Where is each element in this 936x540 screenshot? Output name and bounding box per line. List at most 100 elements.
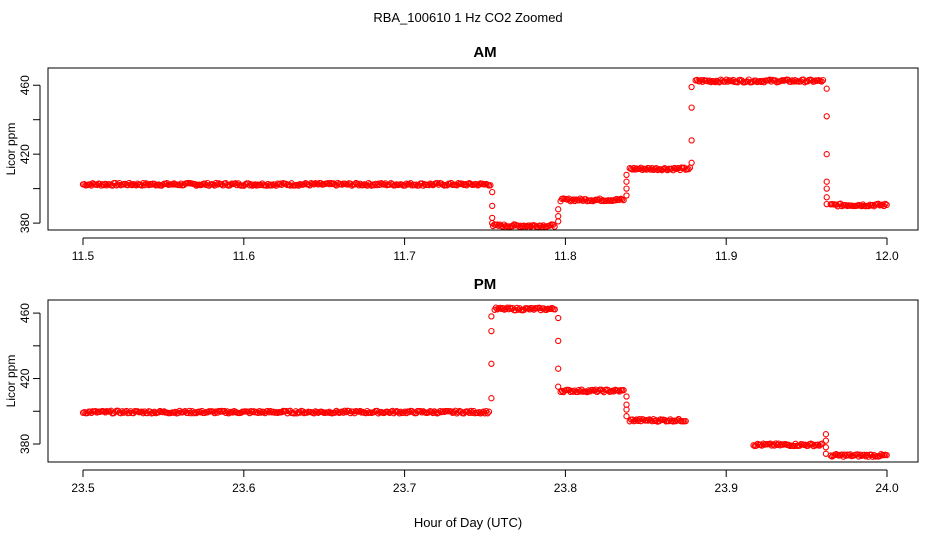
data-point xyxy=(623,406,630,413)
data-point xyxy=(570,388,577,395)
am-panel: AM Licor ppm 11.5 11.6 11.7 11.8 11.9 12.0 380… xyxy=(4,44,919,263)
data-point xyxy=(785,441,792,448)
data-point xyxy=(354,180,361,188)
data-point xyxy=(823,200,830,208)
data-point xyxy=(671,164,678,172)
x-tick-label: 23.7 xyxy=(393,481,417,495)
data-point xyxy=(870,451,878,459)
data-point xyxy=(879,201,886,208)
y-tick-label: 460 xyxy=(18,303,32,323)
data-point xyxy=(138,408,145,415)
data-point xyxy=(688,137,695,144)
am-data-points xyxy=(79,76,890,231)
data-point xyxy=(489,202,496,210)
data-point xyxy=(623,171,630,179)
data-point xyxy=(682,417,689,425)
data-point xyxy=(685,165,692,173)
data-point xyxy=(707,78,715,86)
data-point xyxy=(639,166,646,174)
data-point xyxy=(856,451,864,458)
data-point xyxy=(355,182,362,189)
x-tick-label: 23.6 xyxy=(232,481,256,495)
data-point xyxy=(428,408,435,415)
data-point xyxy=(776,442,784,449)
x-tick-label: 11.8 xyxy=(554,249,577,263)
data-point xyxy=(555,314,562,322)
data-point xyxy=(212,179,220,187)
data-point xyxy=(278,409,285,416)
y-tick-label: 460 xyxy=(18,75,32,95)
data-point xyxy=(688,83,695,91)
data-point xyxy=(396,410,403,417)
data-point xyxy=(526,306,533,313)
data-point xyxy=(256,408,263,415)
data-point xyxy=(495,222,502,229)
data-point xyxy=(655,417,663,425)
data-point xyxy=(376,181,383,189)
data-point xyxy=(822,437,830,444)
data-point xyxy=(823,185,830,192)
data-point xyxy=(489,219,496,227)
y-tick-label: 420 xyxy=(18,368,32,388)
data-point xyxy=(310,181,318,188)
data-point xyxy=(674,417,681,424)
data-point xyxy=(616,196,623,203)
data-point xyxy=(758,78,765,86)
data-point xyxy=(818,78,825,85)
data-point xyxy=(102,409,109,416)
data-point xyxy=(833,201,840,208)
data-point xyxy=(295,182,302,189)
data-point xyxy=(247,181,255,188)
data-point xyxy=(488,395,495,402)
data-point xyxy=(397,408,404,415)
data-point xyxy=(869,201,876,209)
data-point xyxy=(612,197,619,204)
data-point xyxy=(823,194,830,201)
y-tick-label: 420 xyxy=(18,144,32,164)
data-point xyxy=(492,304,500,311)
data-point xyxy=(882,200,889,208)
data-point xyxy=(484,410,491,417)
data-point xyxy=(647,166,654,173)
data-point xyxy=(341,407,348,414)
data-point xyxy=(818,440,826,447)
data-point xyxy=(712,78,719,86)
x-tick-label: 23.8 xyxy=(554,481,578,495)
data-point xyxy=(488,360,495,367)
data-point xyxy=(555,213,562,220)
data-point xyxy=(814,441,822,448)
data-point xyxy=(752,77,759,84)
data-point xyxy=(102,180,109,188)
data-point xyxy=(555,337,562,345)
x-tick-label: 24.0 xyxy=(875,481,899,495)
data-point xyxy=(417,408,424,415)
y-tick-label: 380 xyxy=(18,213,32,233)
data-point xyxy=(623,413,630,420)
data-point xyxy=(728,78,736,85)
pm-data-points xyxy=(79,304,890,460)
data-point xyxy=(706,77,713,84)
data-point xyxy=(543,306,550,314)
x-axis-label: Hour of Day (UTC) xyxy=(414,515,522,530)
data-point xyxy=(406,408,413,416)
data-point xyxy=(140,410,147,417)
am-y-axis-label: Licor ppm xyxy=(4,123,18,176)
data-point xyxy=(823,85,830,92)
x-tick-label: 12.0 xyxy=(875,249,899,263)
data-point xyxy=(688,159,695,166)
data-point xyxy=(629,416,636,423)
data-point xyxy=(551,306,558,313)
pm-axes: 23.5 23.6 23.7 23.8 23.9 24.0 380 420 460 xyxy=(18,303,899,495)
data-point xyxy=(822,450,830,457)
data-point xyxy=(623,192,630,199)
data-point xyxy=(176,181,183,189)
data-point xyxy=(555,206,562,213)
am-axes: 11.5 11.6 11.7 11.8 11.9 12.0 380 420 460 xyxy=(18,75,899,263)
data-point xyxy=(823,113,830,120)
data-point xyxy=(620,197,627,204)
data-point xyxy=(558,387,566,395)
x-tick-label: 11.7 xyxy=(393,249,416,263)
data-point xyxy=(819,76,827,84)
